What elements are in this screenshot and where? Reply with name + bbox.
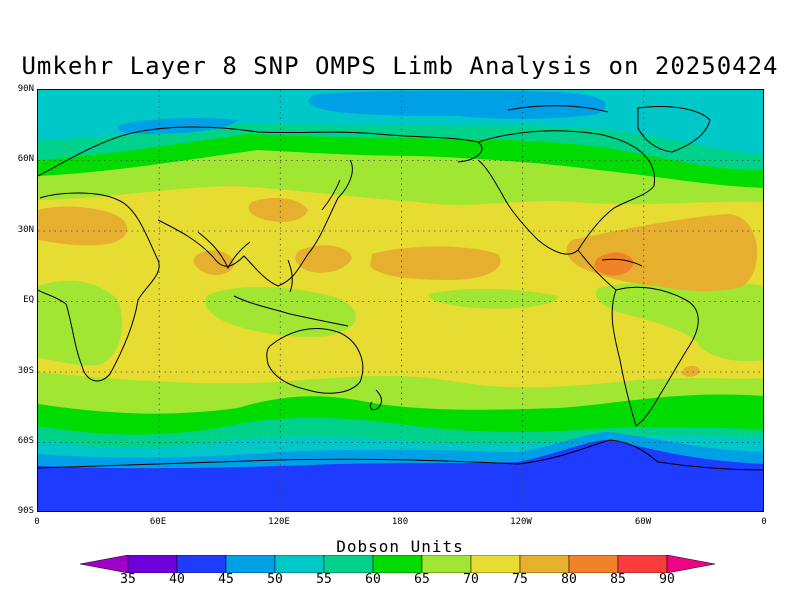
legend-tick-35: 35: [120, 572, 136, 587]
legend-swatch: [176, 555, 227, 573]
legend-tick-55: 55: [316, 572, 332, 587]
nh-lightblue-patch: [308, 90, 606, 119]
eq-yellowgreen-pacific: [428, 288, 558, 309]
lat-label-30s: 30S: [17, 366, 34, 376]
coast-philippines: [287, 259, 293, 293]
lon-label-0: 0: [34, 517, 40, 527]
legend-tick-85: 85: [610, 572, 626, 587]
coast-australia: [266, 328, 364, 394]
orange-cell-cpacific: [370, 246, 501, 280]
orange-cell-south-atlantic: [682, 365, 700, 377]
coast-nz: [369, 389, 383, 411]
lon-label-0-east: 0: [761, 517, 767, 527]
coast-asia-east: [157, 159, 353, 287]
lat-label-30n: 30N: [17, 225, 34, 235]
legend-tick-90: 90: [659, 572, 675, 587]
coast-north-america: [477, 130, 655, 255]
orange-cell-caribbean: [594, 252, 634, 276]
coast-arctic-islands: [507, 105, 609, 113]
sh-polar-band: [38, 440, 763, 511]
legend-tick-70: 70: [463, 572, 479, 587]
coast-japan: [321, 179, 341, 211]
legend-swatch: [127, 555, 178, 573]
legend-swatch: [519, 555, 570, 573]
legend-tick-45: 45: [218, 572, 234, 587]
eq-yellowgreen-west: [38, 280, 122, 366]
orange-cell-africa: [38, 206, 128, 246]
legend-tick-40: 40: [169, 572, 185, 587]
legend-tick-65: 65: [414, 572, 430, 587]
coast-south-america: [611, 286, 699, 427]
orange-cell-india: [193, 250, 234, 275]
legend-swatch: [421, 555, 472, 573]
legend-arrow-high: [666, 555, 716, 573]
coast-central-america: [577, 249, 617, 291]
legend-swatch: [617, 555, 668, 573]
lat-label-60n: 60N: [17, 154, 34, 164]
ozone-field: [38, 90, 763, 511]
lon-label-180: 180: [391, 517, 409, 527]
graticule: [38, 90, 763, 511]
legend-swatch: [372, 555, 423, 573]
lon-label-120e: 120E: [268, 517, 290, 527]
coast-greenland: [637, 106, 711, 153]
eq-yellowgreen-atlantic: [595, 280, 763, 362]
legend-tick-50: 50: [267, 572, 283, 587]
legend-swatch: [568, 555, 619, 573]
lon-label-120w: 120W: [510, 517, 532, 527]
map-title: Umkehr Layer 8 SNP OMPS Limb Analysis on…: [21, 52, 779, 80]
lat-label-60s: 60S: [17, 436, 34, 446]
legend-swatch: [470, 555, 521, 573]
legend-swatch: [274, 555, 325, 573]
lat-label-eq: EQ: [23, 295, 34, 305]
legend-swatch: [323, 555, 374, 573]
lat-label-90n: 90N: [17, 84, 34, 94]
lon-label-60w: 60W: [634, 517, 652, 527]
lat-label-90s: 90S: [17, 506, 34, 516]
coast-indonesia: [233, 295, 349, 327]
coast-cuba: [601, 258, 643, 267]
lon-label-60e: 60E: [149, 517, 167, 527]
coast-africa: [38, 192, 160, 382]
coast-india: [197, 231, 251, 270]
legend-swatch: [225, 555, 276, 573]
legend-tick-80: 80: [561, 572, 577, 587]
legend-title: Dobson Units: [336, 537, 464, 556]
coast-eurasia: [38, 126, 483, 177]
color-legend-bar: [80, 555, 716, 573]
legend-arrow-low: [80, 555, 129, 573]
legend-tick-75: 75: [512, 572, 528, 587]
coastlines: [38, 105, 763, 471]
coast-antarctica: [38, 439, 763, 471]
legend-tick-60: 60: [365, 572, 381, 587]
ozone-map: [37, 89, 764, 512]
orange-cell-asia: [248, 197, 308, 222]
